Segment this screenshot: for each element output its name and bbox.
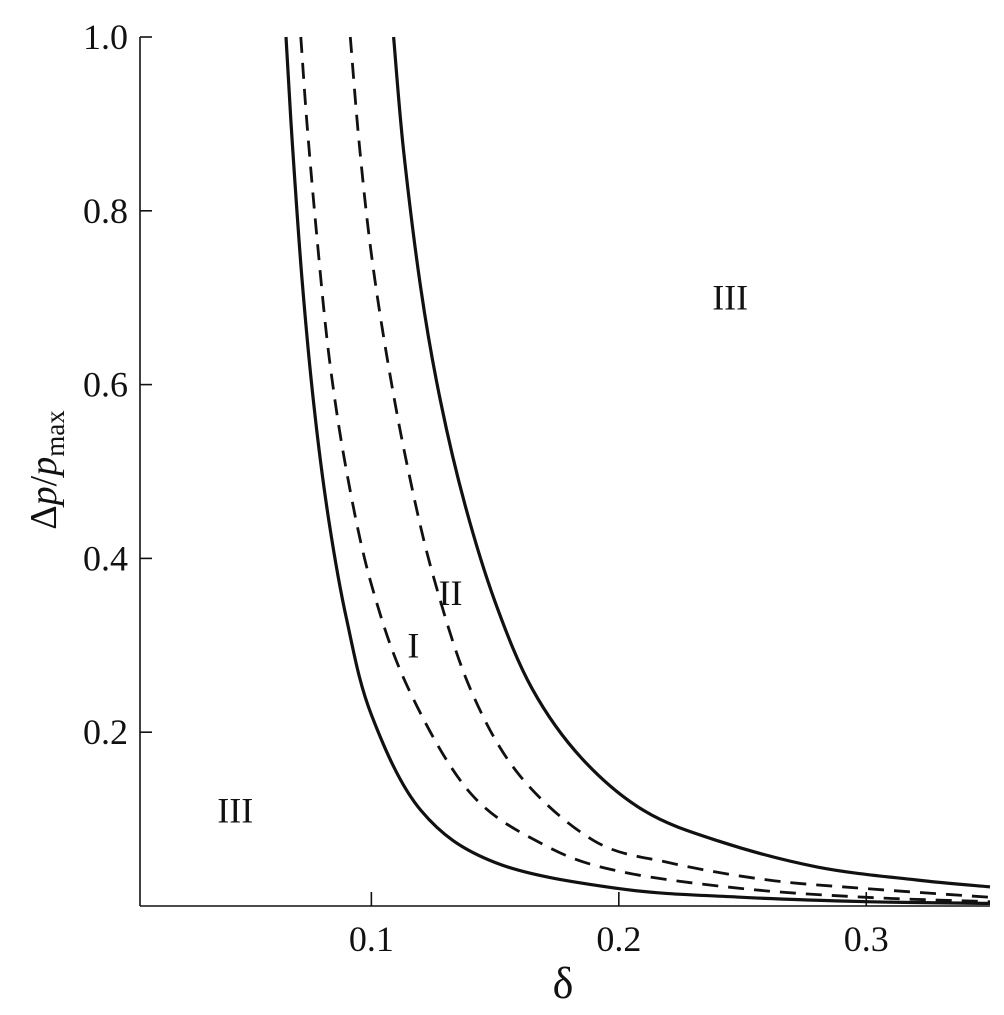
series-line-0 (284, 36, 991, 905)
region-label-0: III (217, 790, 253, 830)
y-axis-label-delta: Δ (23, 505, 65, 529)
series-line-1 (299, 36, 991, 904)
y-axis-label-slash: / (23, 475, 65, 486)
x-axis-label: δ (553, 959, 574, 1008)
region-label-1: I (407, 625, 419, 665)
series-line-2 (348, 36, 991, 899)
plot-area (284, 36, 991, 905)
region-label-3: III (712, 278, 748, 318)
x-tick-label-0: 0.1 (349, 919, 394, 959)
series-line-3 (392, 36, 991, 889)
axis-ticks: 0.1 0.2 0.3 0.2 0.4 0.6 0.8 1.0 (83, 17, 889, 959)
x-tick-label-1: 0.2 (596, 919, 641, 959)
y-tick-label-2: 0.6 (83, 365, 128, 405)
x-tick-label-2: 0.3 (844, 919, 889, 959)
y-tick-label-4: 1.0 (83, 17, 128, 57)
y-tick-label-0: 0.2 (83, 712, 128, 752)
region-label-2: II (439, 573, 463, 613)
y-tick-label-3: 0.8 (83, 191, 128, 231)
y-axis-label-p-max: p (23, 457, 65, 479)
y-tick-label-1: 0.4 (83, 538, 128, 578)
y-axis-label: Δp/pmax (23, 410, 70, 530)
y-axis-label-subscript: max (40, 410, 70, 457)
y-axis-label-p: p (23, 486, 65, 508)
